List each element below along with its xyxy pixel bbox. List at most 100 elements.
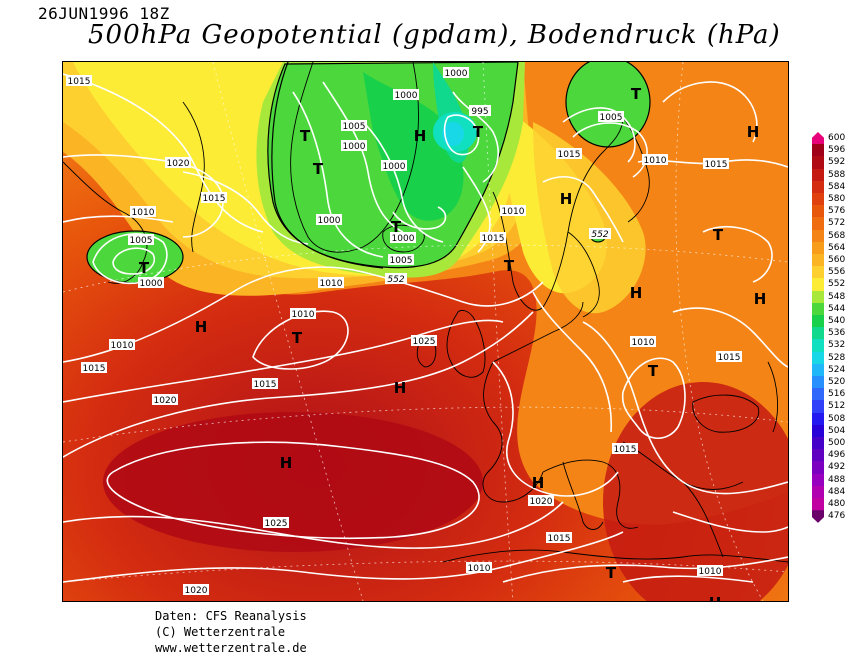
isobar-label: 1020 <box>152 394 178 406</box>
svg-text:1000: 1000 <box>392 234 415 244</box>
isobar-label: 1000 <box>443 67 469 79</box>
isobar-label: 1000 <box>381 160 407 172</box>
high-marker: H <box>414 127 427 145</box>
band-592-atlantic <box>103 412 483 552</box>
isobar-label: 1010 <box>642 154 668 166</box>
legend-label: 524 <box>828 364 846 375</box>
svg-text:552: 552 <box>387 275 404 285</box>
isobar-label: 1005 <box>128 234 154 246</box>
low-marker: T <box>648 362 659 380</box>
isobar-label: 1010 <box>466 562 492 574</box>
legend-swatch <box>812 315 824 328</box>
svg-text:1015: 1015 <box>254 380 277 390</box>
legend-swatch <box>812 498 824 511</box>
legend-label: 504 <box>828 425 846 436</box>
isobar-label: 1015 <box>66 75 92 87</box>
low-marker: T <box>300 127 311 145</box>
legend-swatch <box>812 217 824 231</box>
isobar-label: 1025 <box>263 517 289 529</box>
legend-swatch <box>812 180 824 194</box>
high-marker: H <box>630 284 643 302</box>
legend-label: 512 <box>828 401 846 412</box>
low-548-northeast <box>565 62 651 148</box>
isobar-label: 1015 <box>81 362 107 374</box>
legend-label: 560 <box>828 255 846 265</box>
legend-label: 520 <box>828 377 846 387</box>
height-label: 552 <box>589 228 611 240</box>
height-label-group: 552 552 <box>385 228 611 285</box>
svg-text:1015: 1015 <box>705 160 728 170</box>
band-556-scandinavia <box>533 122 646 314</box>
legend-swatch <box>812 205 824 218</box>
svg-text:1010: 1010 <box>632 338 655 348</box>
legend-label: 488 <box>828 474 846 485</box>
isobar-label: 1015 <box>612 443 638 455</box>
isobar-label: 1000 <box>393 89 419 101</box>
isobar-label: 1025 <box>63 62 74 65</box>
isobar-label: 1015 <box>716 351 742 363</box>
isobar-label: 1015 <box>201 192 227 204</box>
legend-label: 556 <box>828 267 846 278</box>
pressure-centres: H H H H H H H H H H T T T T T T T T T T … <box>139 85 766 601</box>
high-marker: H <box>394 379 407 397</box>
legend-label: 572 <box>828 218 846 229</box>
isobar-label: 1005 <box>388 254 414 266</box>
legend-label: 552 <box>828 279 846 290</box>
legend-swatch <box>812 229 824 243</box>
low-marker: T <box>713 226 724 244</box>
legend-label: 532 <box>828 340 846 351</box>
legend-label: 528 <box>828 352 846 363</box>
isobar-label: 1000 <box>390 232 416 244</box>
low-marker: T <box>139 259 150 277</box>
isobar-label: 1010 <box>318 277 344 289</box>
credit-copyright: (C) Wetterzentrale <box>155 625 286 639</box>
svg-text:1000: 1000 <box>343 142 366 152</box>
low-marker: T <box>631 85 642 103</box>
svg-text:1025: 1025 <box>265 519 288 529</box>
graticule <box>63 62 788 601</box>
high-marker: H <box>709 594 722 601</box>
isobar-label: 1020 <box>528 495 554 507</box>
legend-swatch <box>812 327 824 340</box>
isobar-label: 1015 <box>556 148 582 160</box>
svg-text:1000: 1000 <box>140 279 163 289</box>
svg-text:1010: 1010 <box>644 156 667 166</box>
legend-label: 548 <box>828 291 846 302</box>
legend-label: 492 <box>828 462 846 473</box>
svg-text:1025: 1025 <box>413 337 436 347</box>
svg-text:1010: 1010 <box>699 567 722 577</box>
legend-swatch <box>812 388 824 401</box>
svg-text:1015: 1015 <box>548 534 571 544</box>
svg-text:1020: 1020 <box>167 159 190 169</box>
svg-text:1000: 1000 <box>383 162 406 172</box>
isobar-label: 1000 <box>138 277 164 289</box>
legend-swatch <box>812 400 824 414</box>
legend-label: 500 <box>828 438 846 448</box>
legend-label: 584 <box>828 181 846 192</box>
isobar-label: 1010 <box>630 336 656 348</box>
svg-text:1000: 1000 <box>318 216 341 226</box>
svg-text:1015: 1015 <box>203 194 226 204</box>
legend-swatch <box>812 290 824 304</box>
svg-text:1020: 1020 <box>530 497 553 507</box>
low-marker: T <box>606 564 617 582</box>
legend-swatch <box>812 156 824 170</box>
low-marker: T <box>473 123 484 141</box>
isobar-label: 1015 <box>703 158 729 170</box>
high-marker: H <box>532 474 545 492</box>
legend-swatch <box>812 351 824 365</box>
isobar-label: 1015 <box>252 378 278 390</box>
legend-swatch <box>812 412 824 426</box>
legend-label: 496 <box>828 450 846 461</box>
svg-text:1015: 1015 <box>83 364 106 374</box>
low-marker: T <box>313 160 324 178</box>
legend-label: 484 <box>828 486 846 497</box>
isobar-label: 995 <box>469 105 491 117</box>
isobar-label: 1020 <box>165 157 191 169</box>
low-marker: T <box>292 329 303 347</box>
high-marker: H <box>754 290 767 308</box>
svg-text:1000: 1000 <box>445 69 468 79</box>
legend-swatch <box>812 485 824 499</box>
svg-text:1000: 1000 <box>395 91 418 101</box>
legend-label: 480 <box>828 499 846 509</box>
